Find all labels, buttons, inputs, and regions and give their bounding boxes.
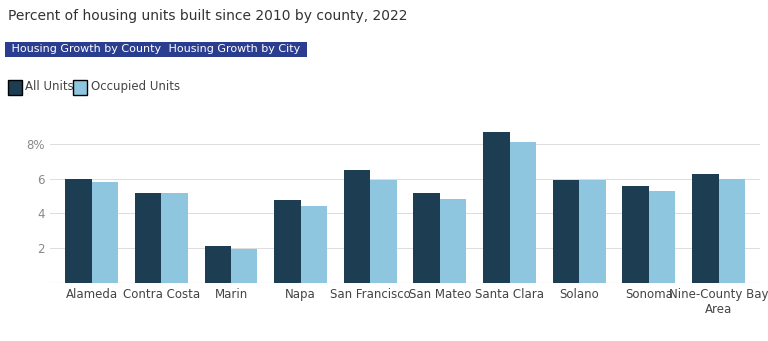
Bar bbox=[370, 180, 397, 283]
Text: Housing Growth by County: Housing Growth by County bbox=[8, 44, 164, 55]
Bar bbox=[204, 246, 231, 283]
Text: Occupied Units: Occupied Units bbox=[91, 80, 180, 93]
Text: Housing Growth by City: Housing Growth by City bbox=[165, 44, 304, 55]
Bar bbox=[274, 201, 300, 283]
Bar bbox=[65, 179, 91, 283]
Bar bbox=[300, 206, 327, 283]
Bar bbox=[91, 182, 118, 283]
Bar bbox=[692, 174, 719, 283]
Bar bbox=[553, 180, 579, 283]
Bar bbox=[344, 170, 370, 283]
Bar bbox=[579, 179, 606, 283]
Text: Percent of housing units built since 2010 by county, 2022: Percent of housing units built since 201… bbox=[8, 9, 407, 23]
Bar bbox=[161, 193, 188, 283]
Bar bbox=[510, 142, 536, 283]
Bar bbox=[440, 199, 466, 283]
Bar bbox=[231, 249, 257, 283]
Bar bbox=[622, 187, 649, 283]
Bar bbox=[649, 191, 675, 283]
Bar bbox=[135, 193, 161, 283]
Bar bbox=[413, 193, 440, 283]
Bar bbox=[719, 179, 745, 283]
Bar bbox=[483, 132, 510, 283]
Text: All Units: All Units bbox=[25, 80, 74, 93]
